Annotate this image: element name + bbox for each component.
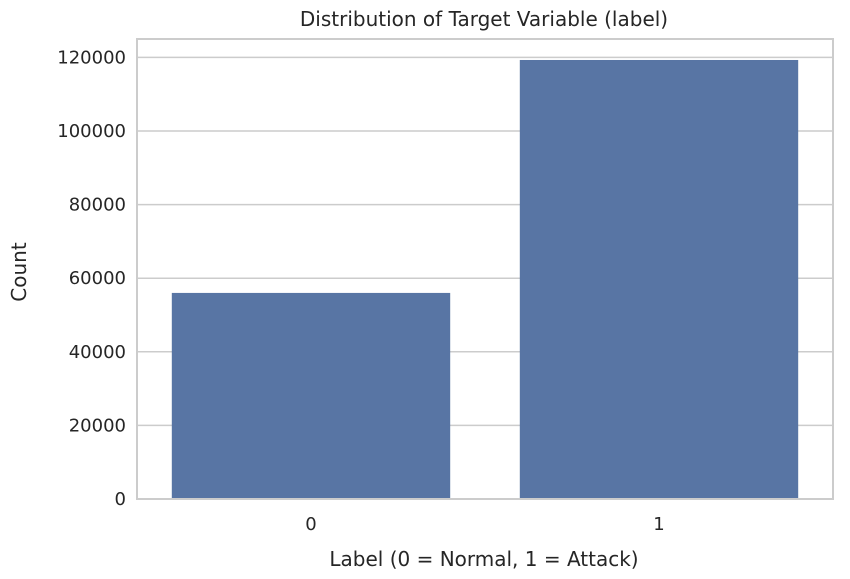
x-tick-label: 0 xyxy=(305,514,316,535)
y-tick-labels: 0 20000 40000 60000 80000 100000 120000 xyxy=(57,47,126,510)
bar-0 xyxy=(171,292,451,499)
y-tick-label: 20000 xyxy=(69,415,126,436)
y-tick-label: 0 xyxy=(115,489,126,510)
y-tick-label: 40000 xyxy=(69,342,126,363)
y-tick-label: 60000 xyxy=(69,268,126,289)
bars xyxy=(171,59,799,499)
x-axis-label: Label (0 = Normal, 1 = Attack) xyxy=(329,547,638,571)
x-tick-label: 1 xyxy=(653,514,664,535)
chart-title: Distribution of Target Variable (label) xyxy=(300,7,668,31)
bar-1 xyxy=(519,59,799,499)
y-tick-label: 80000 xyxy=(69,195,126,216)
plot-frame xyxy=(136,38,834,500)
y-axis-label: Count xyxy=(7,242,31,302)
y-tick-label: 100000 xyxy=(57,121,126,142)
y-tick-label: 120000 xyxy=(57,47,126,68)
